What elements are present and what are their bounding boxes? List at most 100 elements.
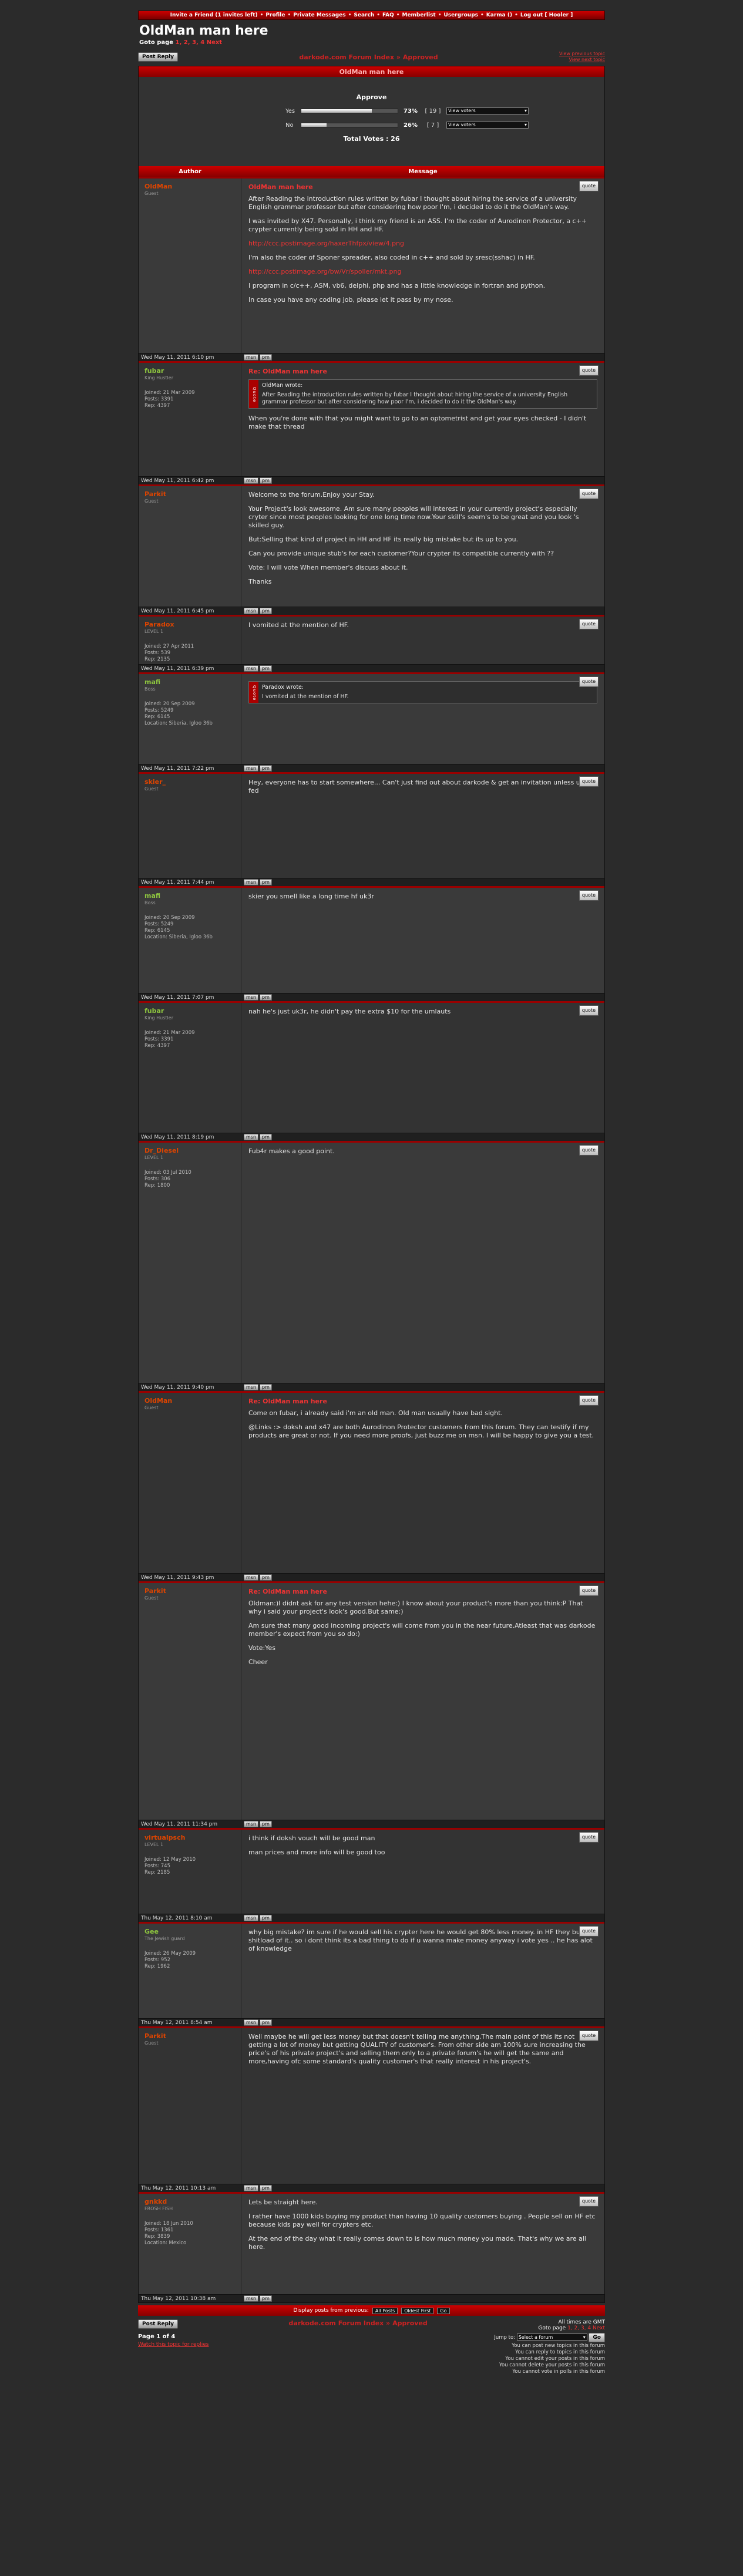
all-posts-select[interactable]: All Posts xyxy=(372,2307,398,2314)
poll-bar xyxy=(301,109,398,113)
nav-faq[interactable]: FAQ xyxy=(382,12,394,18)
nav-usergroups[interactable]: Usergroups xyxy=(443,12,478,18)
pm-button[interactable]: pm xyxy=(260,477,272,484)
post-author-name[interactable]: skier_ xyxy=(144,778,166,786)
msn-button[interactable]: msn xyxy=(244,608,259,614)
pm-button[interactable]: pm xyxy=(260,354,272,361)
forum-select[interactable]: Select a forum xyxy=(516,2333,587,2341)
post-author-name[interactable]: fubar xyxy=(144,367,164,375)
quote-button[interactable]: quote xyxy=(579,1926,599,1937)
quote-button[interactable]: quote xyxy=(579,619,599,629)
pm-button[interactable]: pm xyxy=(260,1821,272,1827)
breadcrumb: darkode.com Forum Index » Approved xyxy=(299,53,438,61)
quote-button[interactable]: quote xyxy=(579,776,599,787)
view-voters-select[interactable]: View voters xyxy=(446,107,529,115)
post-title[interactable]: Re: OldMan man here xyxy=(248,1398,327,1405)
crumb-approved[interactable]: Approved xyxy=(402,53,438,61)
post-author-name[interactable]: Parkit xyxy=(144,2032,166,2040)
post-title[interactable]: OldMan man here xyxy=(248,183,313,191)
nav-profile[interactable]: Profile xyxy=(265,12,285,18)
msn-button[interactable]: msn xyxy=(244,765,259,772)
msn-button[interactable]: msn xyxy=(244,665,259,672)
nav-pm[interactable]: Private Messages xyxy=(293,12,346,18)
post-author-name[interactable]: Parkit xyxy=(144,490,166,498)
post-author-name[interactable]: mafi xyxy=(144,678,161,686)
msn-button[interactable]: msn xyxy=(244,354,259,361)
post-text: At the end of the day what it really com… xyxy=(248,2235,586,2251)
post-title[interactable]: Re: OldMan man here xyxy=(248,1588,327,1595)
post-author-name[interactable]: fubar xyxy=(144,1007,164,1015)
go-button[interactable]: Go xyxy=(437,2307,450,2314)
post-author-name[interactable]: Gee xyxy=(144,1928,159,1935)
pm-button[interactable]: pm xyxy=(260,608,272,614)
jump-go-button[interactable]: Go xyxy=(589,2333,605,2342)
quote-button[interactable]: quote xyxy=(579,2196,599,2207)
quote-button[interactable]: quote xyxy=(579,365,599,376)
nav-karma[interactable]: Karma () xyxy=(486,12,513,18)
goto-pages-link[interactable]: 1, 2, 3, 4 Next xyxy=(175,39,223,46)
msn-button[interactable]: msn xyxy=(244,1915,259,1921)
pm-button[interactable]: pm xyxy=(260,665,272,672)
post-author-rank: Guest xyxy=(144,1595,159,1601)
post-link[interactable]: http://ccc.postimage.org/haxerThfpx/view… xyxy=(248,240,405,247)
msn-button[interactable]: msn xyxy=(244,1821,259,1827)
msn-button[interactable]: msn xyxy=(244,2019,259,2026)
post-author-name[interactable]: Dr_Diesel xyxy=(144,1147,179,1154)
post-reply-button-bottom[interactable]: Post Reply xyxy=(138,2319,178,2329)
post-author-name[interactable]: OldMan xyxy=(144,183,173,190)
post-author-name[interactable]: Parkit xyxy=(144,1587,166,1595)
msn-button[interactable]: msn xyxy=(244,994,259,1001)
msn-button[interactable]: msn xyxy=(244,2295,259,2302)
nav-invite[interactable]: Invite a Friend (1 invites left) xyxy=(170,12,258,18)
msn-button[interactable]: msn xyxy=(244,879,259,885)
msn-button[interactable]: msn xyxy=(244,1134,259,1140)
quote-button[interactable]: quote xyxy=(579,1585,599,1596)
nav-logout[interactable]: Log out [ Hooler ] xyxy=(520,12,573,18)
topic-title[interactable]: OldMan man here xyxy=(139,23,268,38)
post-link[interactable]: http://ccc.postimage.org/bw/Vr/spoller/m… xyxy=(248,268,402,275)
post-reply-button[interactable]: Post Reply xyxy=(138,52,178,62)
post-author-name[interactable]: virtualpsch xyxy=(144,1834,186,1841)
pm-button[interactable]: pm xyxy=(260,2019,272,2026)
quote-button[interactable]: quote xyxy=(579,489,599,499)
pm-button[interactable]: pm xyxy=(260,994,272,1001)
pm-button[interactable]: pm xyxy=(260,1915,272,1921)
quote-button[interactable]: quote xyxy=(579,1832,599,1843)
view-prev-topic-link[interactable]: View previous topic xyxy=(559,51,605,56)
topic-header[interactable]: OldMan man here xyxy=(139,66,604,77)
pm-button[interactable]: pm xyxy=(260,879,272,885)
pm-button[interactable]: pm xyxy=(260,1384,272,1390)
post-author-name[interactable]: Paradox xyxy=(144,621,174,628)
pm-button[interactable]: pm xyxy=(260,1134,272,1140)
quote-button[interactable]: quote xyxy=(579,1005,599,1016)
msn-button[interactable]: msn xyxy=(244,1574,259,1581)
quote-button[interactable]: quote xyxy=(579,890,599,901)
msn-button[interactable]: msn xyxy=(244,1384,259,1390)
goto-pages-link[interactable]: 1, 2, 3, 4 Next xyxy=(567,2325,605,2331)
view-next-topic-link[interactable]: View next topic xyxy=(569,57,605,62)
quote-button[interactable]: quote xyxy=(579,2031,599,2041)
pm-button[interactable]: pm xyxy=(260,1574,272,1581)
nav-search[interactable]: Search xyxy=(354,12,375,18)
nav-memberlist[interactable]: Memberlist xyxy=(402,12,436,18)
pm-button[interactable]: pm xyxy=(260,2185,272,2191)
crumb-forum-index[interactable]: darkode.com Forum Index xyxy=(299,53,395,61)
crumb-approved[interactable]: Approved xyxy=(392,2319,428,2327)
pm-button[interactable]: pm xyxy=(260,765,272,772)
quote-button[interactable]: quote xyxy=(579,676,599,687)
quote-button[interactable]: quote xyxy=(579,1145,599,1156)
post-author-name[interactable]: gnkkd xyxy=(144,2198,167,2205)
msn-button[interactable]: msn xyxy=(244,2185,259,2191)
post-title[interactable]: Re: OldMan man here xyxy=(248,368,327,375)
view-voters-select[interactable]: View voters xyxy=(446,122,529,129)
posts-list: OldMan Guest quote OldMan man here After Rea… xyxy=(139,177,604,2302)
msn-button[interactable]: msn xyxy=(244,477,259,484)
quote-button[interactable]: quote xyxy=(579,181,599,191)
quote-button[interactable]: quote xyxy=(579,1395,599,1406)
crumb-forum-index[interactable]: darkode.com Forum Index xyxy=(288,2319,384,2327)
pm-button[interactable]: pm xyxy=(260,2295,272,2302)
post-author-name[interactable]: OldMan xyxy=(144,1397,173,1405)
post-author-name[interactable]: mafi xyxy=(144,892,161,900)
oldest-first-select[interactable]: Oldest First xyxy=(401,2307,434,2314)
watch-topic-link[interactable]: Watch this topic for replies xyxy=(138,2342,209,2348)
